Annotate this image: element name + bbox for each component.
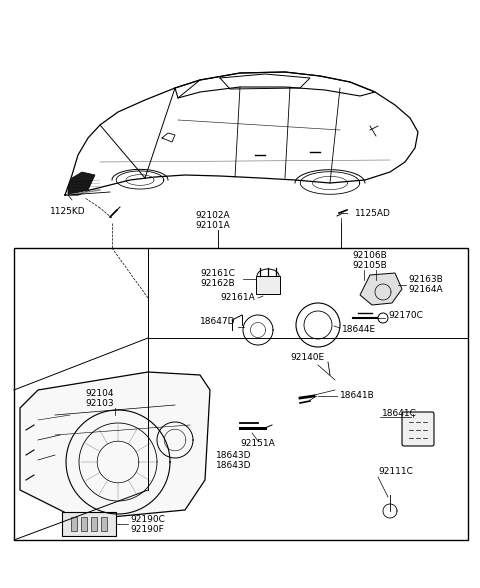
Text: 92164A: 92164A [408, 286, 443, 295]
Text: 1125KD: 1125KD [50, 208, 85, 216]
Text: 92161C: 92161C [200, 269, 235, 279]
Text: 92190F: 92190F [130, 524, 164, 533]
Text: 92104: 92104 [85, 389, 113, 397]
Text: 1125AD: 1125AD [355, 209, 391, 218]
Text: ─: ─ [342, 209, 347, 218]
Bar [14, 248, 468, 540]
Polygon shape [360, 273, 402, 305]
Text: 92106B: 92106B [352, 250, 387, 259]
Bar [101, 517, 107, 531]
FancyBboxPatch shape [402, 412, 434, 446]
Text: 18644E: 18644E [342, 326, 376, 335]
Text: 92161A: 92161A [220, 293, 255, 302]
Bar [71, 517, 77, 531]
Text: 92105B: 92105B [352, 260, 387, 269]
Text: 18643D: 18643D [216, 452, 252, 460]
Text: 18647D: 18647D [200, 318, 236, 326]
Text: 18643D: 18643D [216, 462, 252, 470]
Polygon shape [20, 372, 210, 520]
Text: 92190C: 92190C [130, 514, 165, 523]
Text: 92162B: 92162B [200, 279, 235, 289]
Text: 92103: 92103 [85, 399, 114, 407]
Bar [91, 517, 97, 531]
Text: 92140E: 92140E [290, 353, 324, 362]
Text: 18641C: 18641C [382, 409, 417, 417]
Text: 92170C: 92170C [388, 310, 423, 319]
Bar [81, 517, 87, 531]
Text: 92111C: 92111C [378, 467, 413, 476]
Text: 92151A: 92151A [240, 439, 275, 447]
FancyBboxPatch shape [62, 512, 116, 536]
Polygon shape [68, 172, 95, 195]
Text: 92102A: 92102A [195, 211, 229, 219]
Bar [256, 276, 280, 294]
Text: 18641B: 18641B [340, 392, 375, 400]
Text: 92101A: 92101A [195, 220, 230, 229]
Text: 92163B: 92163B [408, 276, 443, 285]
